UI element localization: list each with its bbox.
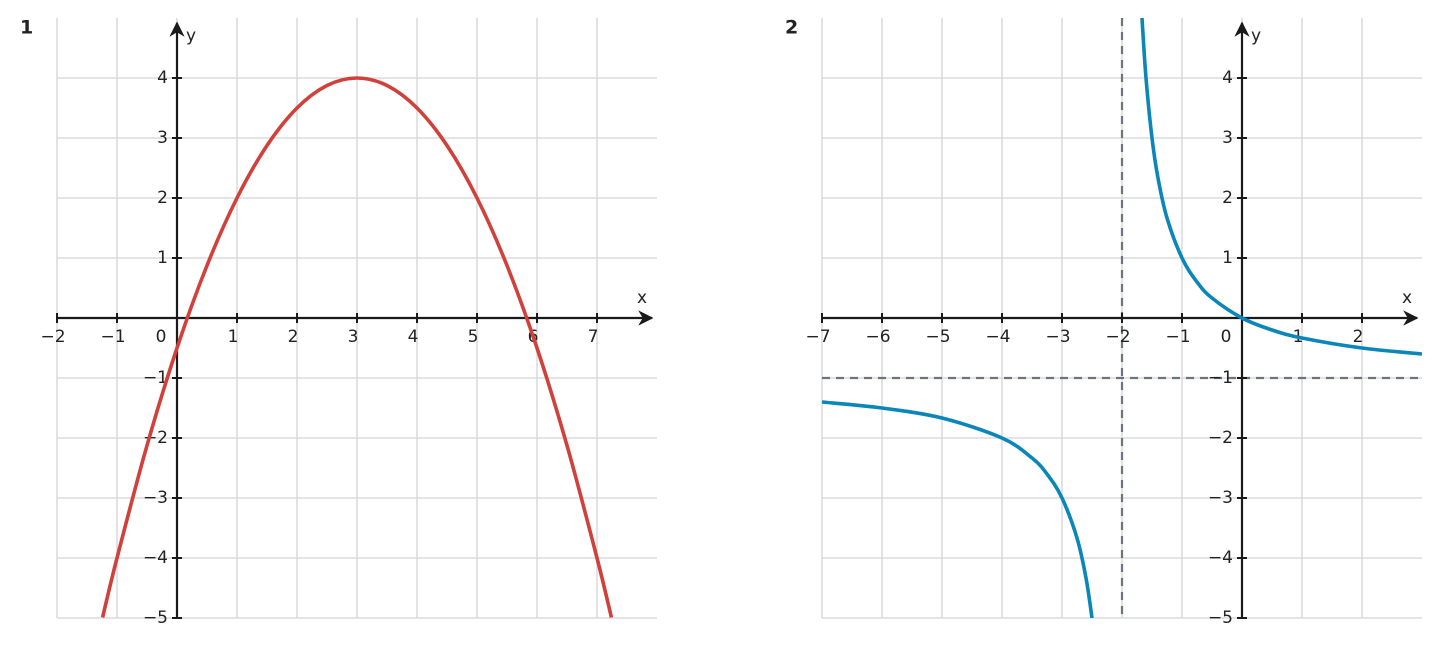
x-tick-label: 0 [1221,327,1232,347]
x-tick-label: 2 [1353,327,1364,347]
curve [100,76,614,618]
y-tick-label: 2 [157,188,168,208]
chart-title: 1 [20,17,33,39]
x-axis-label: x [1402,288,1412,308]
x-tick-label: 2 [288,327,299,347]
x-tick-label: −2 [1105,327,1130,347]
x-tick-label: 5 [468,327,479,347]
y-tick-label: 4 [157,68,168,88]
y-tick-label: −5 [1208,608,1233,628]
y-tick-label: 3 [1222,128,1233,148]
x-tick-label: −4 [985,327,1010,347]
x-tick-label: −5 [925,327,950,347]
plot-area [100,76,614,618]
y-tick-label: 2 [1222,188,1233,208]
x-tick-label: −6 [865,327,890,347]
y-tick-label: 3 [157,128,168,148]
y-tick-label: 1 [157,248,168,268]
y-tick-label: −4 [143,548,168,568]
y-tick-label: −2 [1208,428,1233,448]
x-tick-label: 4 [408,327,419,347]
y-tick-label: −1 [143,368,168,388]
x-tick-label: −1 [1165,327,1190,347]
x-tick-label: 1 [228,327,239,347]
x-tick-label: 7 [588,327,599,347]
curve [822,18,1422,618]
y-tick-label: 4 [1222,68,1233,88]
x-tick-label: 0 [156,327,167,347]
x-tick-label: −3 [1045,327,1070,347]
x-axis-label: x [637,288,647,308]
y-tick-label: −5 [143,608,168,628]
plot-area [822,18,1422,618]
x-tick-label: −1 [100,327,125,347]
y-axis-label: y [1251,26,1261,46]
y-tick-label: −3 [1208,488,1233,508]
x-tick-label: −7 [805,327,830,347]
y-tick-label: −3 [143,488,168,508]
chart-title: 2 [785,17,798,39]
y-tick-label: −1 [1208,368,1233,388]
y-tick-label: −4 [1208,548,1233,568]
x-tick-label: 3 [348,327,359,347]
y-axis-label: y [186,26,196,46]
x-tick-label: −2 [40,327,65,347]
y-tick-label: 1 [1222,248,1233,268]
